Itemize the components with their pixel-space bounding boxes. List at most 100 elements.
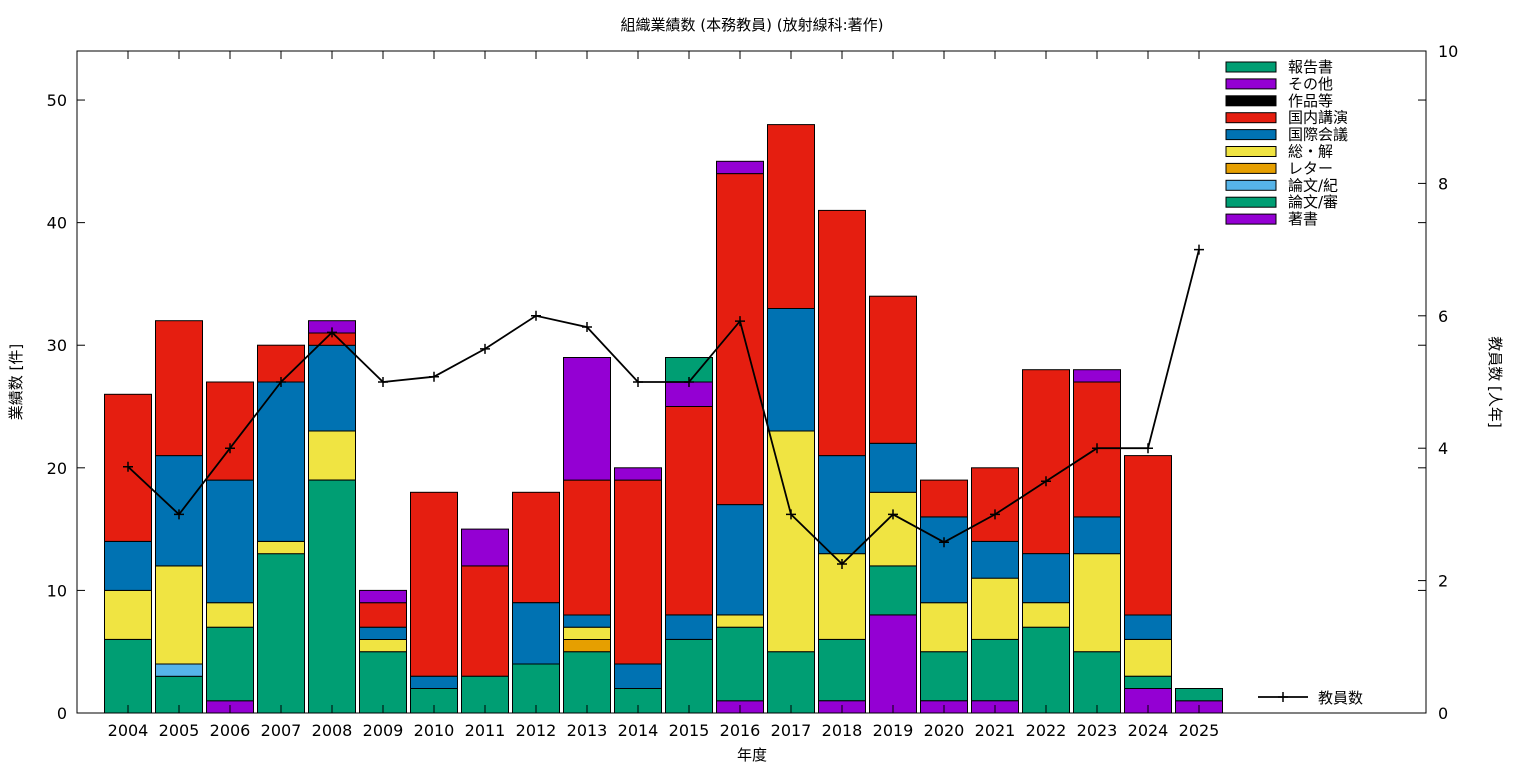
legend-label-line: 教員数 [1318, 689, 1363, 707]
x-tick-label: 2024 [1128, 721, 1169, 740]
y2-tick-label: 0 [1438, 704, 1448, 723]
bar-segment-2023-s4 [1073, 553, 1121, 653]
x-tick-label: 2007 [261, 721, 302, 740]
bar-segment-2005-s4 [155, 565, 203, 665]
y2-axis-label: 教員数 [人年] [1486, 336, 1504, 427]
y-axis-label: 業績数 [件] [7, 344, 25, 420]
bar-segment-2007-s4 [257, 540, 305, 555]
legend-label: レター [1288, 159, 1333, 177]
x-tick-label: 2017 [771, 721, 812, 740]
bar-segment-2005-s2 [155, 663, 203, 677]
bar-segment-2011-s6 [461, 565, 509, 677]
y-tick-label: 10 [47, 581, 67, 600]
y-tick-label: 50 [47, 91, 67, 110]
bar-segment-2021-s1 [971, 638, 1019, 702]
bar-segment-2016-s5 [716, 504, 764, 616]
bar-segment-2017-s1 [767, 651, 815, 714]
bar-segment-2020-s1 [920, 651, 968, 702]
bars-layer [104, 124, 1223, 714]
bar-segment-2013-s8 [563, 357, 611, 481]
legend-swatch [1225, 162, 1277, 174]
y-tick-label: 20 [47, 459, 67, 478]
x-tick-label: 2025 [1179, 721, 1220, 740]
bar-segment-2006-s6 [206, 381, 254, 481]
bar-segment-2016-s1 [716, 626, 764, 702]
bar-segment-2022-s1 [1022, 626, 1070, 714]
bar-segment-2013-s5 [563, 614, 611, 628]
y-tick-label: 30 [47, 336, 67, 355]
y-tick-label: 40 [47, 214, 67, 233]
legend-swatch [1225, 129, 1277, 141]
bar-segment-2019-s4 [869, 491, 917, 567]
x-tick-label: 2006 [210, 721, 251, 740]
bar-segment-2013-s6 [563, 479, 611, 616]
legend-label: 論文/紀 [1288, 176, 1338, 194]
bar-segment-2009-s6 [359, 602, 407, 628]
bar-segment-2024-s6 [1124, 455, 1172, 616]
legend-swatch [1225, 112, 1277, 124]
legend-label: 総・解 [1288, 143, 1333, 161]
bar-segment-2006-s5 [206, 479, 254, 604]
faculty-count-point-2010 [429, 371, 439, 382]
bar-segment-2019-s5 [869, 442, 917, 493]
bar-segment-2023-s5 [1073, 516, 1121, 555]
bar-segment-2012-s1 [512, 663, 560, 714]
x-tick-label: 2011 [465, 721, 506, 740]
bar-segment-2006-s1 [206, 626, 254, 702]
legend-line-marker [1278, 692, 1288, 702]
faculty-count-line [127, 249, 1200, 566]
bar-segment-2019-s1 [869, 565, 917, 616]
axes-layer: 0 10 20 30 40 50 0 2 4 6 8 10 2004 2005 2006 2007 2008 20… [47, 42, 1459, 740]
bar-segment-2007-s5 [257, 381, 305, 542]
legend-label: 作品等 [1288, 92, 1333, 110]
bar-segment-2015-s1 [665, 638, 713, 714]
bar-segment-2023-s8 [1073, 369, 1121, 383]
bar-segment-2025-s1 [1175, 688, 1223, 702]
bar-segment-2020-s6 [920, 479, 968, 518]
x-tick-label: 2023 [1077, 721, 1118, 740]
bar-segment-2014-s6 [614, 479, 662, 665]
faculty-count-point-2020 [939, 537, 949, 548]
legend-swatch [1225, 95, 1277, 107]
legend-label: 国際会議 [1288, 126, 1348, 144]
faculty-count-point-2018 [837, 559, 847, 570]
bar-segment-2017-s5 [767, 307, 815, 432]
y2-tick-label: 4 [1438, 439, 1448, 458]
bar-segment-2008-s5 [308, 344, 356, 432]
legend-label: 国内講演 [1288, 109, 1348, 127]
faculty-count-point-2007 [276, 377, 286, 387]
bar-segment-2012-s6 [512, 491, 560, 604]
bar-segment-2022-s4 [1022, 602, 1070, 628]
bar-segment-2011-s8 [461, 528, 509, 567]
faculty-count-point-2023 [1092, 443, 1102, 454]
line-layer [123, 244, 1204, 570]
legend-label: 著書 [1288, 210, 1318, 228]
bar-segment-2008-s1 [308, 479, 356, 714]
bar-segment-2021-s4 [971, 577, 1019, 640]
bar-segment-2010-s6 [410, 491, 458, 677]
legend-swatch [1225, 61, 1277, 73]
bar-segment-2013-s3 [563, 638, 611, 653]
bar-segment-2012-s5 [512, 602, 560, 665]
bar-segment-2024-s5 [1124, 614, 1172, 640]
bar-segment-2019-s0 [869, 614, 917, 714]
x-tick-label: 2009 [363, 721, 404, 740]
y-tick-label: 0 [57, 704, 67, 723]
y2-tick-label: 10 [1438, 42, 1458, 61]
faculty-count-point-2008 [327, 327, 337, 338]
faculty-count-point-2024 [1143, 443, 1153, 454]
faculty-count-point-2011 [480, 343, 490, 354]
x-tick-label: 2020 [924, 721, 965, 740]
bar-segment-2017-s6 [767, 124, 815, 309]
faculty-count-point-2017 [786, 509, 796, 520]
bar-segment-2009-s5 [359, 626, 407, 641]
x-tick-label: 2015 [669, 721, 710, 740]
faculty-count-point-2021 [990, 509, 1000, 520]
y2-tick-label: 8 [1438, 174, 1448, 193]
faculty-count-point-2012 [531, 310, 541, 321]
x-tick-label: 2018 [822, 721, 863, 740]
bar-segment-2009-s8 [359, 589, 407, 604]
